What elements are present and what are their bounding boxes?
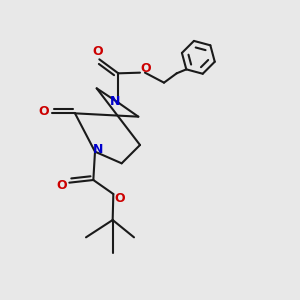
Text: O: O [114,191,124,205]
Text: N: N [110,95,121,108]
Text: O: O [38,105,49,118]
Text: N: N [93,143,103,156]
Text: O: O [56,179,67,192]
Text: O: O [92,45,103,58]
Text: O: O [141,62,151,75]
